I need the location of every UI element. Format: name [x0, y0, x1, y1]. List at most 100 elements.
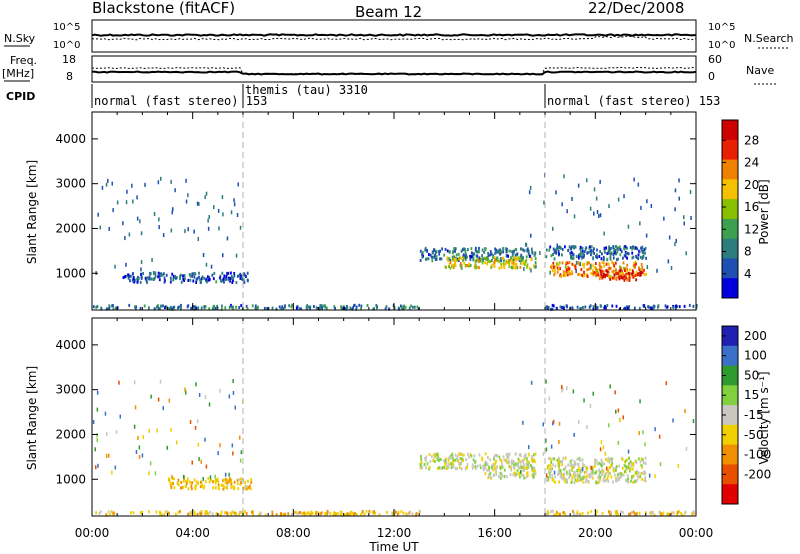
data-cell — [545, 438, 547, 443]
data-cell — [107, 178, 109, 183]
colorbar-segment — [722, 444, 738, 465]
data-cell — [493, 264, 496, 268]
data-cell — [211, 512, 214, 516]
data-cell — [637, 471, 640, 475]
data-cell — [576, 472, 579, 476]
data-cell — [199, 278, 201, 282]
data-cell — [586, 425, 588, 429]
data-cell — [602, 258, 605, 261]
data-cell — [600, 274, 603, 278]
data-cell — [522, 262, 525, 266]
y-tick-label: 4000 — [55, 132, 86, 146]
freq-label: Freq. — [10, 54, 37, 67]
colorbar-segment — [722, 120, 738, 141]
colorbar-tick-label: -15 — [744, 408, 764, 422]
data-cell — [528, 266, 531, 270]
data-cell — [307, 305, 310, 309]
data-cell — [564, 477, 567, 481]
data-cell — [596, 462, 599, 466]
data-cell — [472, 258, 475, 262]
data-cell — [170, 179, 172, 184]
data-cell — [574, 478, 577, 482]
data-cell — [617, 408, 620, 413]
data-cell — [583, 475, 585, 479]
data-cell — [568, 472, 571, 476]
data-cell — [223, 478, 225, 482]
data-cell — [631, 272, 634, 276]
data-cell — [620, 510, 622, 514]
data-cell — [213, 271, 216, 275]
data-cell — [183, 274, 186, 277]
data-cell — [118, 380, 120, 385]
data-cell — [528, 190, 531, 195]
data-cell — [500, 465, 503, 469]
data-cell — [230, 303, 232, 307]
data-cell — [497, 250, 500, 254]
data-cell — [683, 215, 685, 220]
data-cell — [628, 512, 630, 516]
data-cell — [232, 307, 234, 311]
data-cell — [634, 471, 637, 475]
data-cell — [458, 452, 461, 456]
data-cell — [447, 464, 450, 468]
data-cell — [464, 467, 467, 471]
data-cell — [235, 253, 238, 258]
data-cell — [202, 486, 205, 490]
data-cell — [160, 513, 163, 517]
data-cell — [464, 250, 467, 254]
data-cell — [625, 251, 628, 255]
data-cell — [208, 277, 211, 281]
data-cell — [692, 304, 695, 308]
data-cell — [326, 509, 329, 513]
data-cell — [433, 455, 436, 459]
data-cell — [146, 280, 148, 284]
data-cell — [468, 264, 470, 268]
data-cell — [510, 459, 513, 463]
data-cell — [685, 446, 688, 451]
data-cell — [638, 266, 640, 270]
data-cell — [448, 456, 450, 460]
data-cell — [591, 470, 594, 474]
data-cell — [234, 405, 236, 410]
data-cell — [558, 480, 560, 484]
data-cell — [478, 453, 481, 457]
data-cell — [355, 307, 358, 311]
data-cell — [604, 250, 606, 254]
data-cell — [641, 271, 644, 275]
data-cell — [612, 480, 614, 484]
data-cell — [318, 307, 321, 311]
data-cell — [615, 409, 617, 414]
data-cell — [665, 305, 668, 309]
data-cell — [443, 253, 446, 257]
data-cell — [644, 471, 647, 475]
data-cell — [235, 305, 237, 309]
data-cell — [511, 258, 513, 262]
data-cell — [452, 257, 455, 261]
data-cell — [427, 257, 430, 261]
data-cell — [527, 252, 530, 256]
data-cell — [615, 477, 618, 481]
data-cell — [449, 454, 452, 458]
data-cell — [179, 277, 181, 281]
data-cell — [602, 261, 605, 265]
data-cell — [644, 442, 646, 447]
data-cell — [524, 454, 527, 458]
data-cell — [448, 250, 451, 254]
data-cell — [479, 463, 482, 467]
data-cell — [220, 279, 223, 283]
data-cell — [339, 513, 342, 517]
data-cell — [593, 247, 595, 251]
data-cell — [632, 510, 635, 514]
data-cell — [203, 305, 206, 309]
data-cell — [464, 254, 467, 258]
data-cell — [648, 473, 651, 478]
y-tick-label: 1000 — [55, 266, 86, 280]
data-cell — [558, 440, 560, 444]
data-cell — [116, 200, 119, 205]
data-cell — [534, 472, 537, 476]
data-cell — [98, 512, 101, 515]
data-cell — [519, 475, 521, 479]
data-cell — [551, 478, 554, 481]
data-cell — [334, 307, 336, 310]
colorbar-segment — [722, 345, 738, 367]
